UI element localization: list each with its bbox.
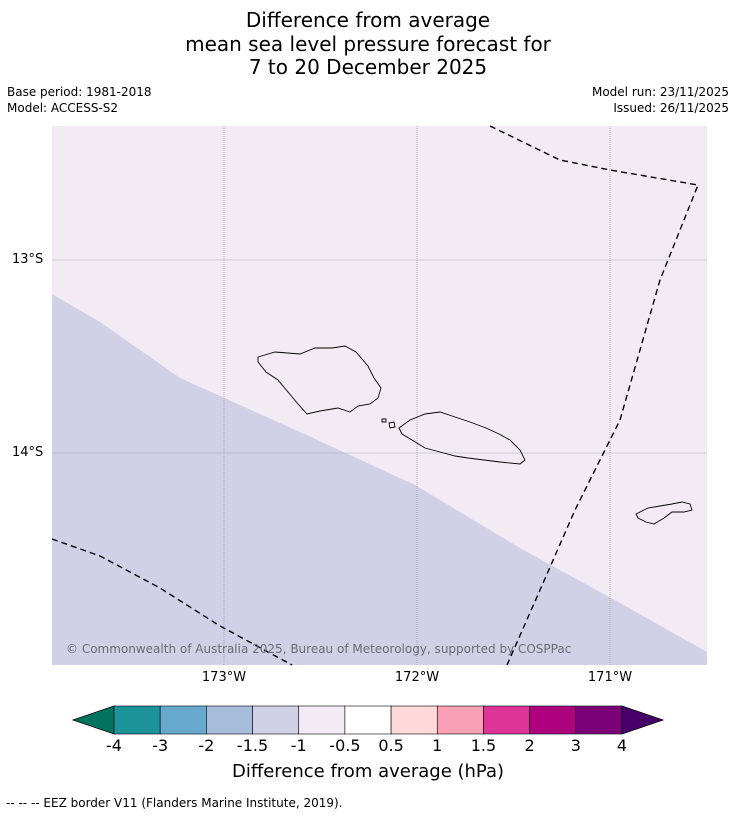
colorbar-tick-label: 3 — [570, 736, 581, 755]
lon-label-173w: 173°W — [201, 670, 247, 685]
upolu-island — [398, 411, 526, 465]
colorbar-swatch — [436, 705, 484, 735]
colorbar-swatch — [159, 705, 207, 735]
manono-islet — [388, 421, 396, 429]
colorbar-tick-label: -0.5 — [329, 736, 361, 755]
colorbar-tick-label: -1.5 — [236, 736, 269, 755]
colorbar-swatch — [529, 705, 577, 735]
colorbar-swatch — [113, 705, 161, 735]
colorbar-tick-label: 4 — [616, 736, 628, 755]
colorbar-swatch — [252, 705, 300, 735]
colorbar-swatch — [390, 705, 438, 735]
colorbar-swatch — [298, 705, 346, 735]
pressure-region-blue — [52, 294, 707, 665]
colorbar-under-arrow — [71, 705, 115, 735]
title-line-2: mean sea level pressure forecast for — [185, 32, 551, 56]
colorbar-tick-label: 1 — [432, 736, 443, 755]
apolima-islet — [381, 418, 387, 423]
lat-label-13s: 13°S — [12, 252, 44, 267]
colorbar-tick-label: -1 — [290, 736, 307, 755]
colorbar-tick-label: -3 — [152, 736, 169, 755]
colorbar-tick-label: 0.5 — [378, 736, 404, 755]
model-run: Model run: 23/11/2025 — [591, 85, 729, 99]
title-line-3: 7 to 20 December 2025 — [248, 55, 488, 79]
colorbar — [71, 705, 665, 735]
lon-label-172w: 172°W — [394, 670, 440, 685]
islands — [257, 345, 693, 525]
colorbar-over-arrow — [621, 705, 665, 735]
title-line-1: Difference from average — [245, 8, 491, 32]
colorbar-swatch — [206, 705, 253, 735]
eez-border-east — [489, 125, 699, 666]
lon-label-171w: 171°W — [587, 670, 633, 685]
colorbar-tick-label: -2 — [198, 736, 215, 755]
lat-gridlines — [52, 259, 707, 454]
colorbar-title: Difference from average (hPa) — [231, 761, 505, 782]
base-period: Base period: 1981-2018 — [7, 85, 152, 99]
colorbar-swatch — [575, 705, 623, 735]
colorbar-swatch — [344, 705, 392, 735]
colorbar-tick-label: 1.5 — [470, 736, 497, 755]
tutuila-island — [635, 501, 693, 525]
lat-label-14s: 14°S — [12, 445, 44, 460]
colorbar-tick-label: 2 — [524, 736, 535, 755]
eez-border-south — [51, 538, 293, 666]
eez-legend: -- -- -- EEZ border V11 (Flanders Marine… — [6, 796, 343, 810]
model-name: Model: ACCESS-S2 — [7, 101, 119, 115]
eez-border — [51, 125, 699, 666]
colorbar-tick-label: -4 — [106, 736, 122, 755]
copyright-notice: © Commonwealth of Australia 2025, Bureau… — [66, 642, 572, 656]
savaii-island — [257, 345, 382, 415]
colorbar-swatch — [483, 705, 530, 735]
issued-date: Issued: 26/11/2025 — [613, 101, 729, 115]
